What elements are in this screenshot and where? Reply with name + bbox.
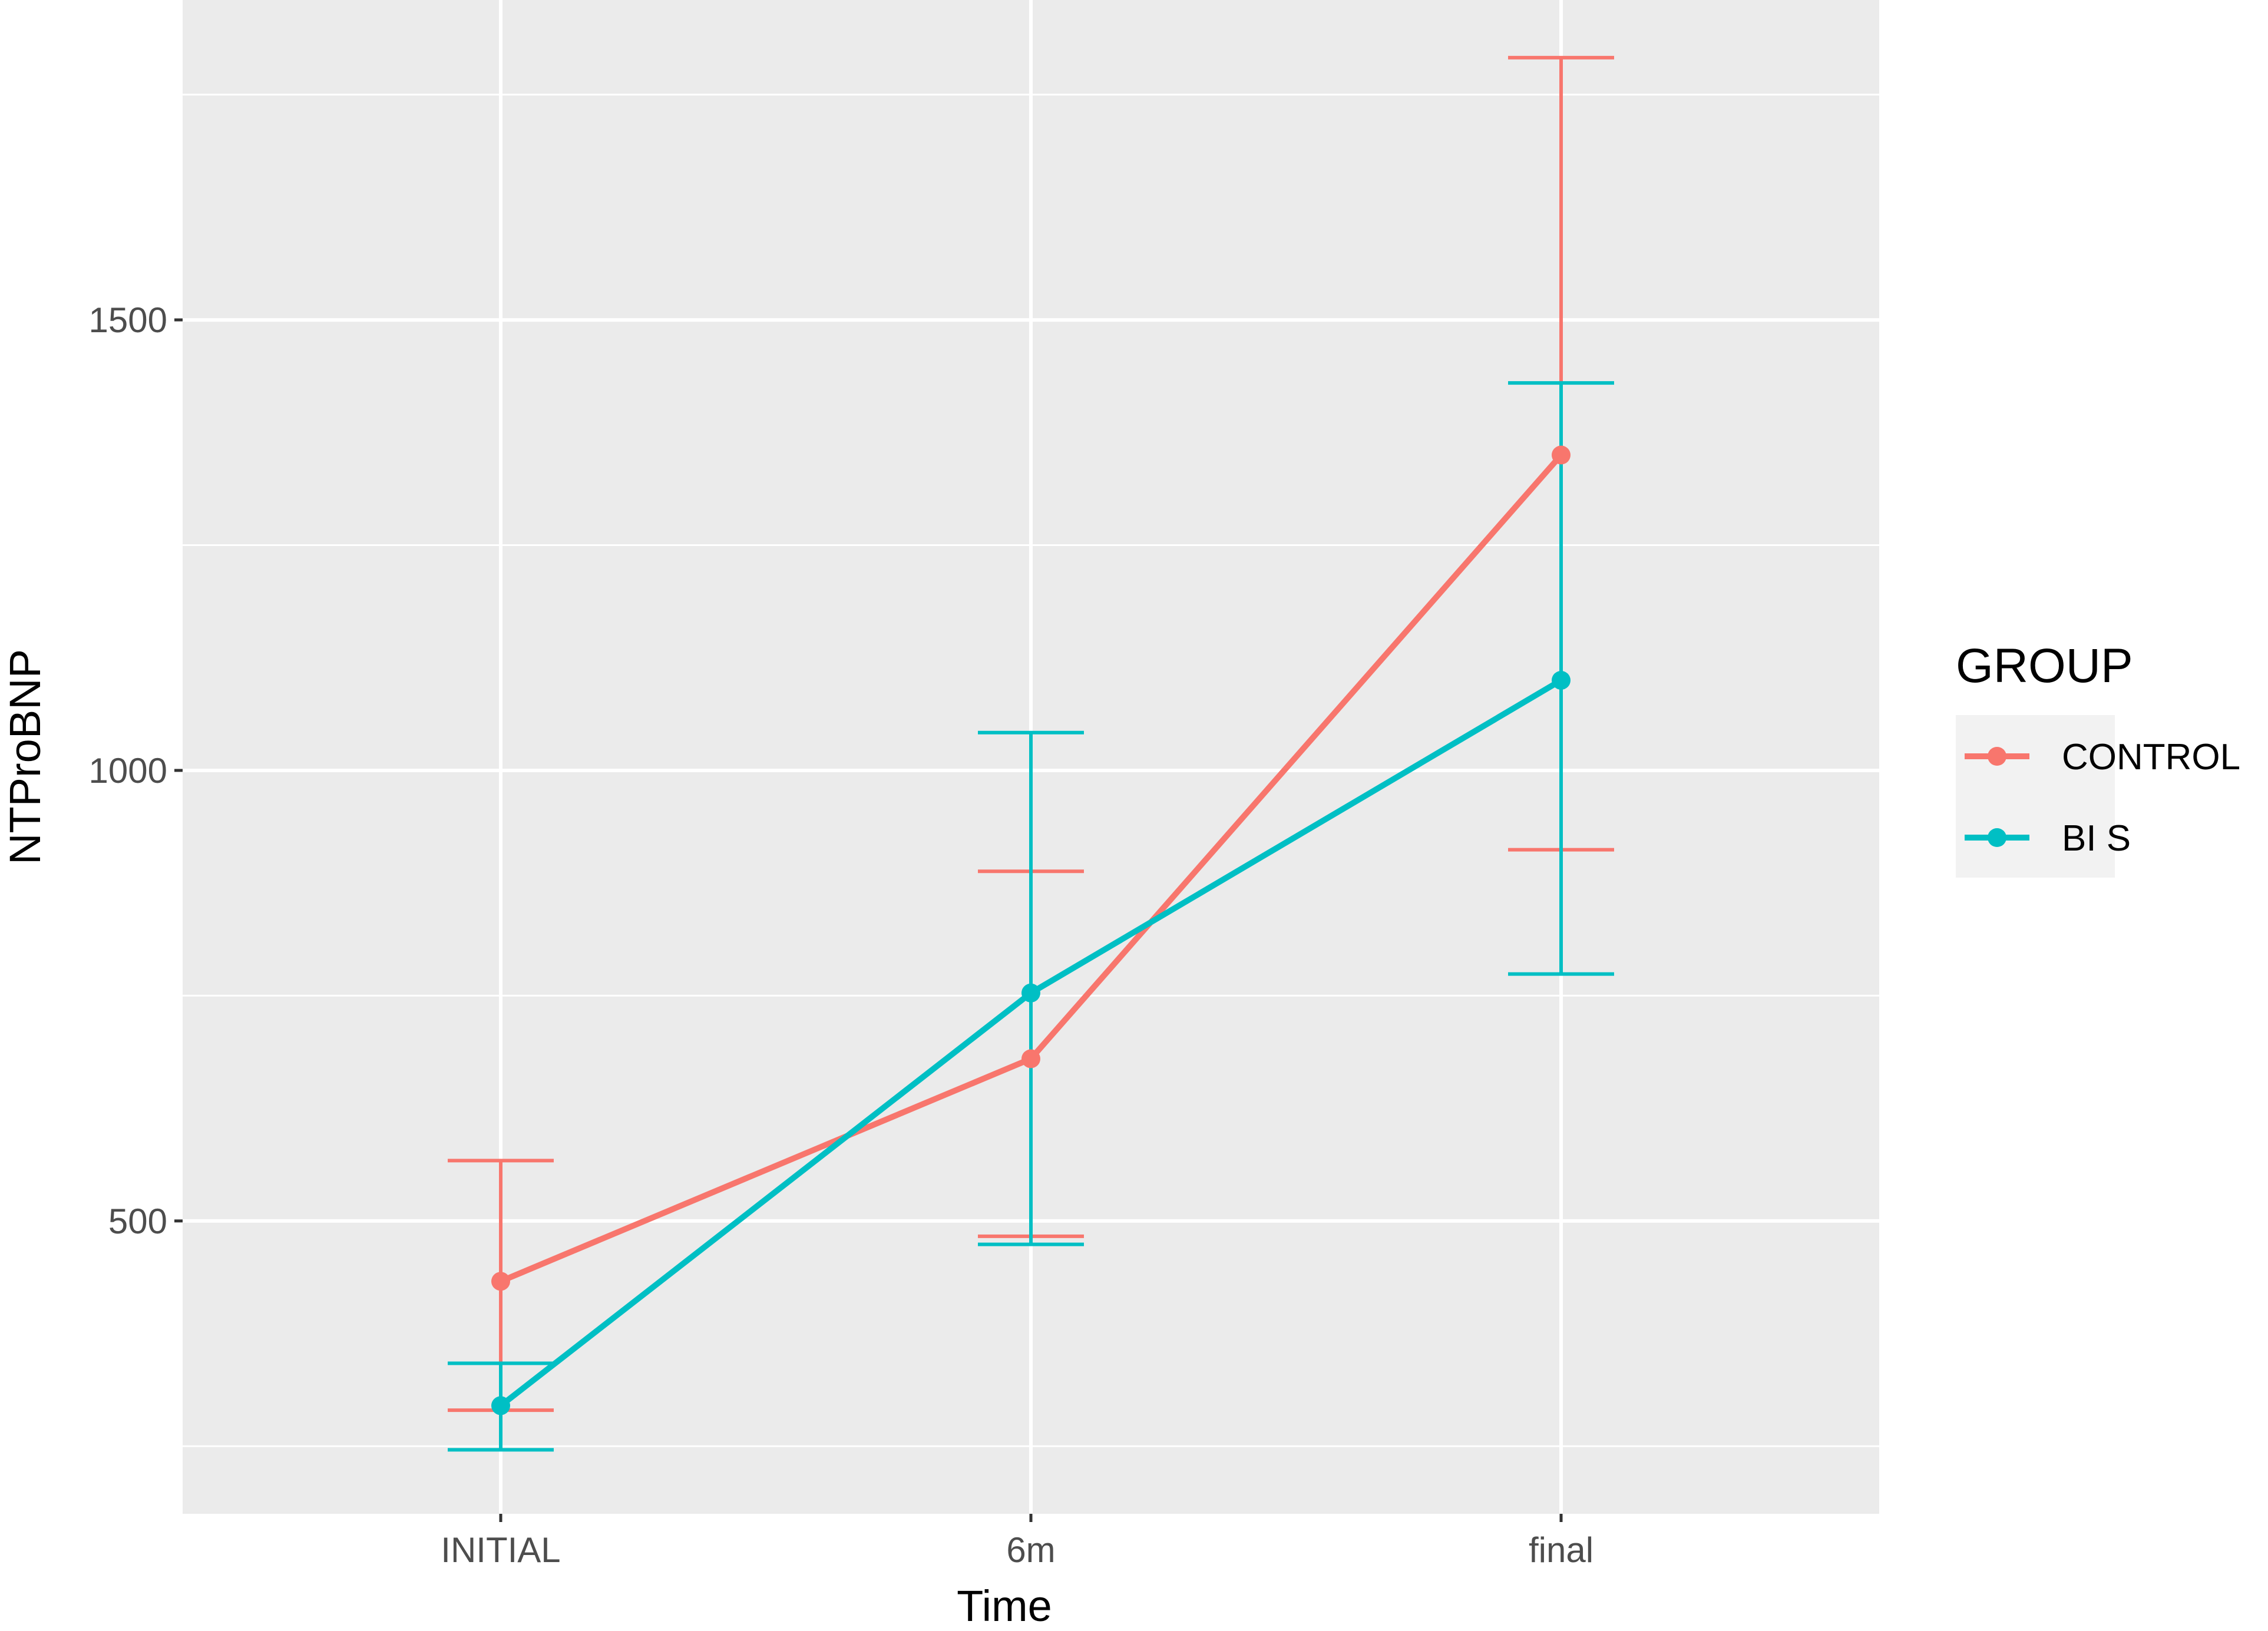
y-tick-label-1500: 1500 [89, 300, 167, 340]
legend-key-background [1956, 715, 2115, 878]
error-bars [448, 55, 1614, 1452]
data-point-0-0 [491, 1272, 510, 1291]
y-axis-title: NTProBNP [1, 649, 49, 865]
legend-title: GROUP [1956, 639, 2133, 693]
legend-items: CONTROL BI S [1956, 715, 2240, 878]
data-point-0-2 [1552, 445, 1571, 465]
y-axis: 500 1000 1500 [89, 300, 183, 1241]
data-point-1-1 [1021, 983, 1040, 1003]
legend-label-0: CONTROL [2062, 737, 2240, 778]
y-tick-label-1000: 1000 [89, 751, 167, 790]
x-tick-label-0: INITIAL [441, 1530, 560, 1570]
data-point-1-2 [1552, 670, 1571, 690]
x-tick-label-2: final [1529, 1530, 1593, 1570]
data-point-0-1 [1021, 1049, 1040, 1068]
data-point-1-0 [491, 1396, 510, 1415]
legend-label-1: BI S [2062, 818, 2131, 859]
series-points [491, 445, 1571, 1415]
legend-key-point-1 [1988, 828, 2006, 847]
x-tick-label-1: 6m [1006, 1530, 1055, 1570]
x-axis-title: Time [957, 1582, 1052, 1630]
x-axis: INITIAL 6m final [441, 1514, 1593, 1570]
y-tick-label-500: 500 [108, 1202, 167, 1241]
legend-key-point-0 [1988, 747, 2006, 766]
legend: GROUP CONTROL BI S [1956, 639, 2240, 878]
